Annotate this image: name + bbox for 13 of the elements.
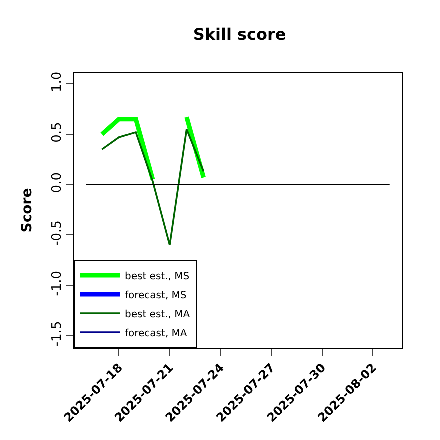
legend-label: forecast, MS xyxy=(125,290,187,302)
y-tick-label: 0.5 xyxy=(50,122,65,143)
y-tick-label: -1.0 xyxy=(50,270,65,296)
line-series xyxy=(101,128,205,246)
y-tick-label: 0.0 xyxy=(50,172,65,194)
chart-title: Skill score xyxy=(193,24,286,44)
legend-label: best est., MA xyxy=(125,309,190,320)
y-tick-label: -1.5 xyxy=(50,321,65,347)
y-tick-label: 1.0 xyxy=(50,72,65,92)
legend-label: best est., MS xyxy=(125,271,190,282)
legend-label: forecast, MA xyxy=(125,328,188,340)
y-tick-label: -0.5 xyxy=(50,220,65,246)
y-axis-title: Score xyxy=(19,188,36,233)
